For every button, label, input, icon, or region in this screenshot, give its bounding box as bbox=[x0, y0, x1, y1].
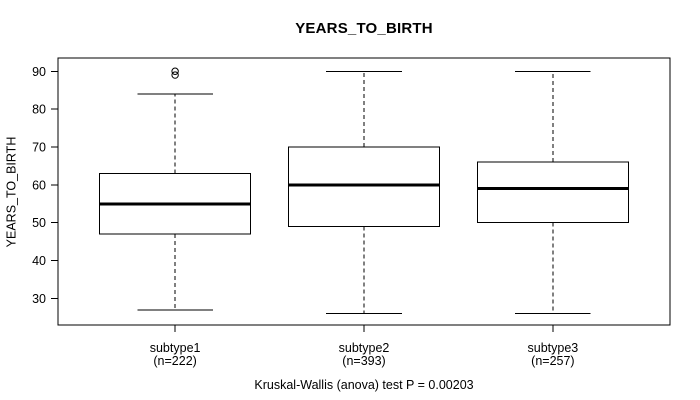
y-tick-label: 60 bbox=[32, 178, 46, 192]
x-category-label: subtype1 bbox=[150, 341, 201, 355]
x-category-n-label: (n=257) bbox=[531, 354, 574, 368]
y-tick-label: 30 bbox=[32, 292, 46, 306]
x-category-n-label: (n=222) bbox=[153, 354, 196, 368]
y-tick-label: 80 bbox=[32, 103, 46, 117]
x-category-label: subtype3 bbox=[528, 341, 579, 355]
y-tick-label: 70 bbox=[32, 141, 46, 155]
y-tick-label: 40 bbox=[32, 254, 46, 268]
stats-caption: Kruskal-Wallis (anova) test P = 0.00203 bbox=[254, 378, 474, 392]
x-category-n-label: (n=393) bbox=[342, 354, 385, 368]
box-iqr bbox=[287, 146, 441, 228]
x-category-label: subtype2 bbox=[339, 341, 390, 355]
chart-title: YEARS_TO_BIRTH bbox=[295, 20, 433, 37]
outlier-point bbox=[171, 71, 179, 79]
y-tick-label: 90 bbox=[32, 65, 46, 79]
y-tick-label: 50 bbox=[32, 216, 46, 230]
box-iqr bbox=[476, 161, 629, 224]
outlier-point bbox=[171, 67, 179, 75]
